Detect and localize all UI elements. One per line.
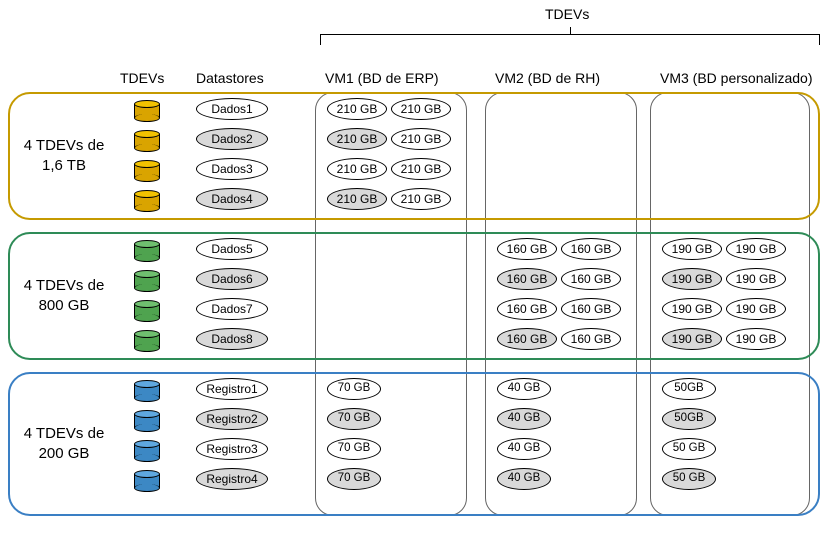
row-label-line1: 4 TDEVs de <box>24 137 105 154</box>
disk-pill: 50 GB <box>662 468 716 490</box>
row-label-line1: 4 TDEVs de <box>24 277 105 294</box>
disk-pill: 160 GB <box>561 298 621 320</box>
disk-pill: 160 GB <box>561 268 621 290</box>
disk-pill: 40 GB <box>497 408 551 430</box>
disk-pill: 70 GB <box>327 468 381 490</box>
datastore-pill: Dados5 <box>196 238 268 260</box>
disk-pill: 50 GB <box>662 438 716 460</box>
disk-pill: 160 GB <box>497 268 557 290</box>
tdev-cylinder-icon <box>134 100 160 122</box>
tdev-cylinder-icon <box>134 330 160 352</box>
disk-pill: 160 GB <box>561 328 621 350</box>
disk-pill: 190 GB <box>726 328 786 350</box>
tdev-cylinder-icon <box>134 470 160 492</box>
disk-pill: 40 GB <box>497 468 551 490</box>
header-datastores: Datastores <box>196 70 264 86</box>
row-3-label: 4 TDEVs de 200 GB <box>14 424 114 463</box>
disk-pill: 190 GB <box>726 268 786 290</box>
tdev-cylinder-icon <box>134 240 160 262</box>
disk-pill: 160 GB <box>497 298 557 320</box>
tdev-cylinder-icon <box>134 440 160 462</box>
tdev-cylinder-icon <box>134 160 160 182</box>
disk-pill: 210 GB <box>327 158 387 180</box>
disk-pill: 210 GB <box>391 98 451 120</box>
disk-pill: 190 GB <box>662 238 722 260</box>
row-label-line2: 800 GB <box>39 297 90 314</box>
datastore-pill: Dados3 <box>196 158 268 180</box>
datastore-pill: Registro2 <box>196 408 268 430</box>
top-brace <box>320 34 820 48</box>
disk-pill: 210 GB <box>327 128 387 150</box>
row-2-label: 4 TDEVs de 800 GB <box>14 276 114 315</box>
disk-pill: 190 GB <box>662 298 722 320</box>
row-1-label: 4 TDEVs de 1,6 TB <box>14 136 114 175</box>
disk-pill: 70 GB <box>327 378 381 400</box>
tdev-cylinder-icon <box>134 270 160 292</box>
datastore-pill: Dados1 <box>196 98 268 120</box>
disk-pill: 210 GB <box>391 188 451 210</box>
disk-pill: 70 GB <box>327 408 381 430</box>
disk-pill: 210 GB <box>327 98 387 120</box>
tdev-cylinder-icon <box>134 130 160 152</box>
top-tdevs-label: TDEVs <box>545 6 589 22</box>
disk-pill: 50GB <box>662 408 716 430</box>
disk-pill: 190 GB <box>726 238 786 260</box>
disk-pill: 190 GB <box>726 298 786 320</box>
datastore-pill: Dados2 <box>196 128 268 150</box>
datastore-pill: Dados6 <box>196 268 268 290</box>
header-tdevs: TDEVs <box>120 70 164 86</box>
disk-pill: 210 GB <box>391 128 451 150</box>
datastore-pill: Dados8 <box>196 328 268 350</box>
row-label-line2: 1,6 TB <box>42 157 86 174</box>
disk-pill: 40 GB <box>497 438 551 460</box>
disk-pill: 50GB <box>662 378 716 400</box>
tdev-cylinder-icon <box>134 380 160 402</box>
tdev-cylinder-icon <box>134 190 160 212</box>
header-vm2: VM2 (BD de RH) <box>495 70 600 86</box>
datastore-pill: Registro4 <box>196 468 268 490</box>
disk-pill: 210 GB <box>391 158 451 180</box>
row-label-line2: 200 GB <box>39 445 90 462</box>
datastore-pill: Dados7 <box>196 298 268 320</box>
tdev-cylinder-icon <box>134 410 160 432</box>
datastore-pill: Registro1 <box>196 378 268 400</box>
disk-pill: 160 GB <box>497 328 557 350</box>
header-vm1: VM1 (BD de ERP) <box>325 70 439 86</box>
disk-pill: 190 GB <box>662 328 722 350</box>
row-label-line1: 4 TDEVs de <box>24 425 105 442</box>
disk-pill: 70 GB <box>327 438 381 460</box>
disk-pill: 160 GB <box>561 238 621 260</box>
datastore-pill: Dados4 <box>196 188 268 210</box>
tdev-cylinder-icon <box>134 300 160 322</box>
disk-pill: 160 GB <box>497 238 557 260</box>
disk-pill: 210 GB <box>327 188 387 210</box>
datastore-pill: Registro3 <box>196 438 268 460</box>
disk-pill: 190 GB <box>662 268 722 290</box>
disk-pill: 40 GB <box>497 378 551 400</box>
header-vm3: VM3 (BD personalizado) <box>660 70 813 86</box>
